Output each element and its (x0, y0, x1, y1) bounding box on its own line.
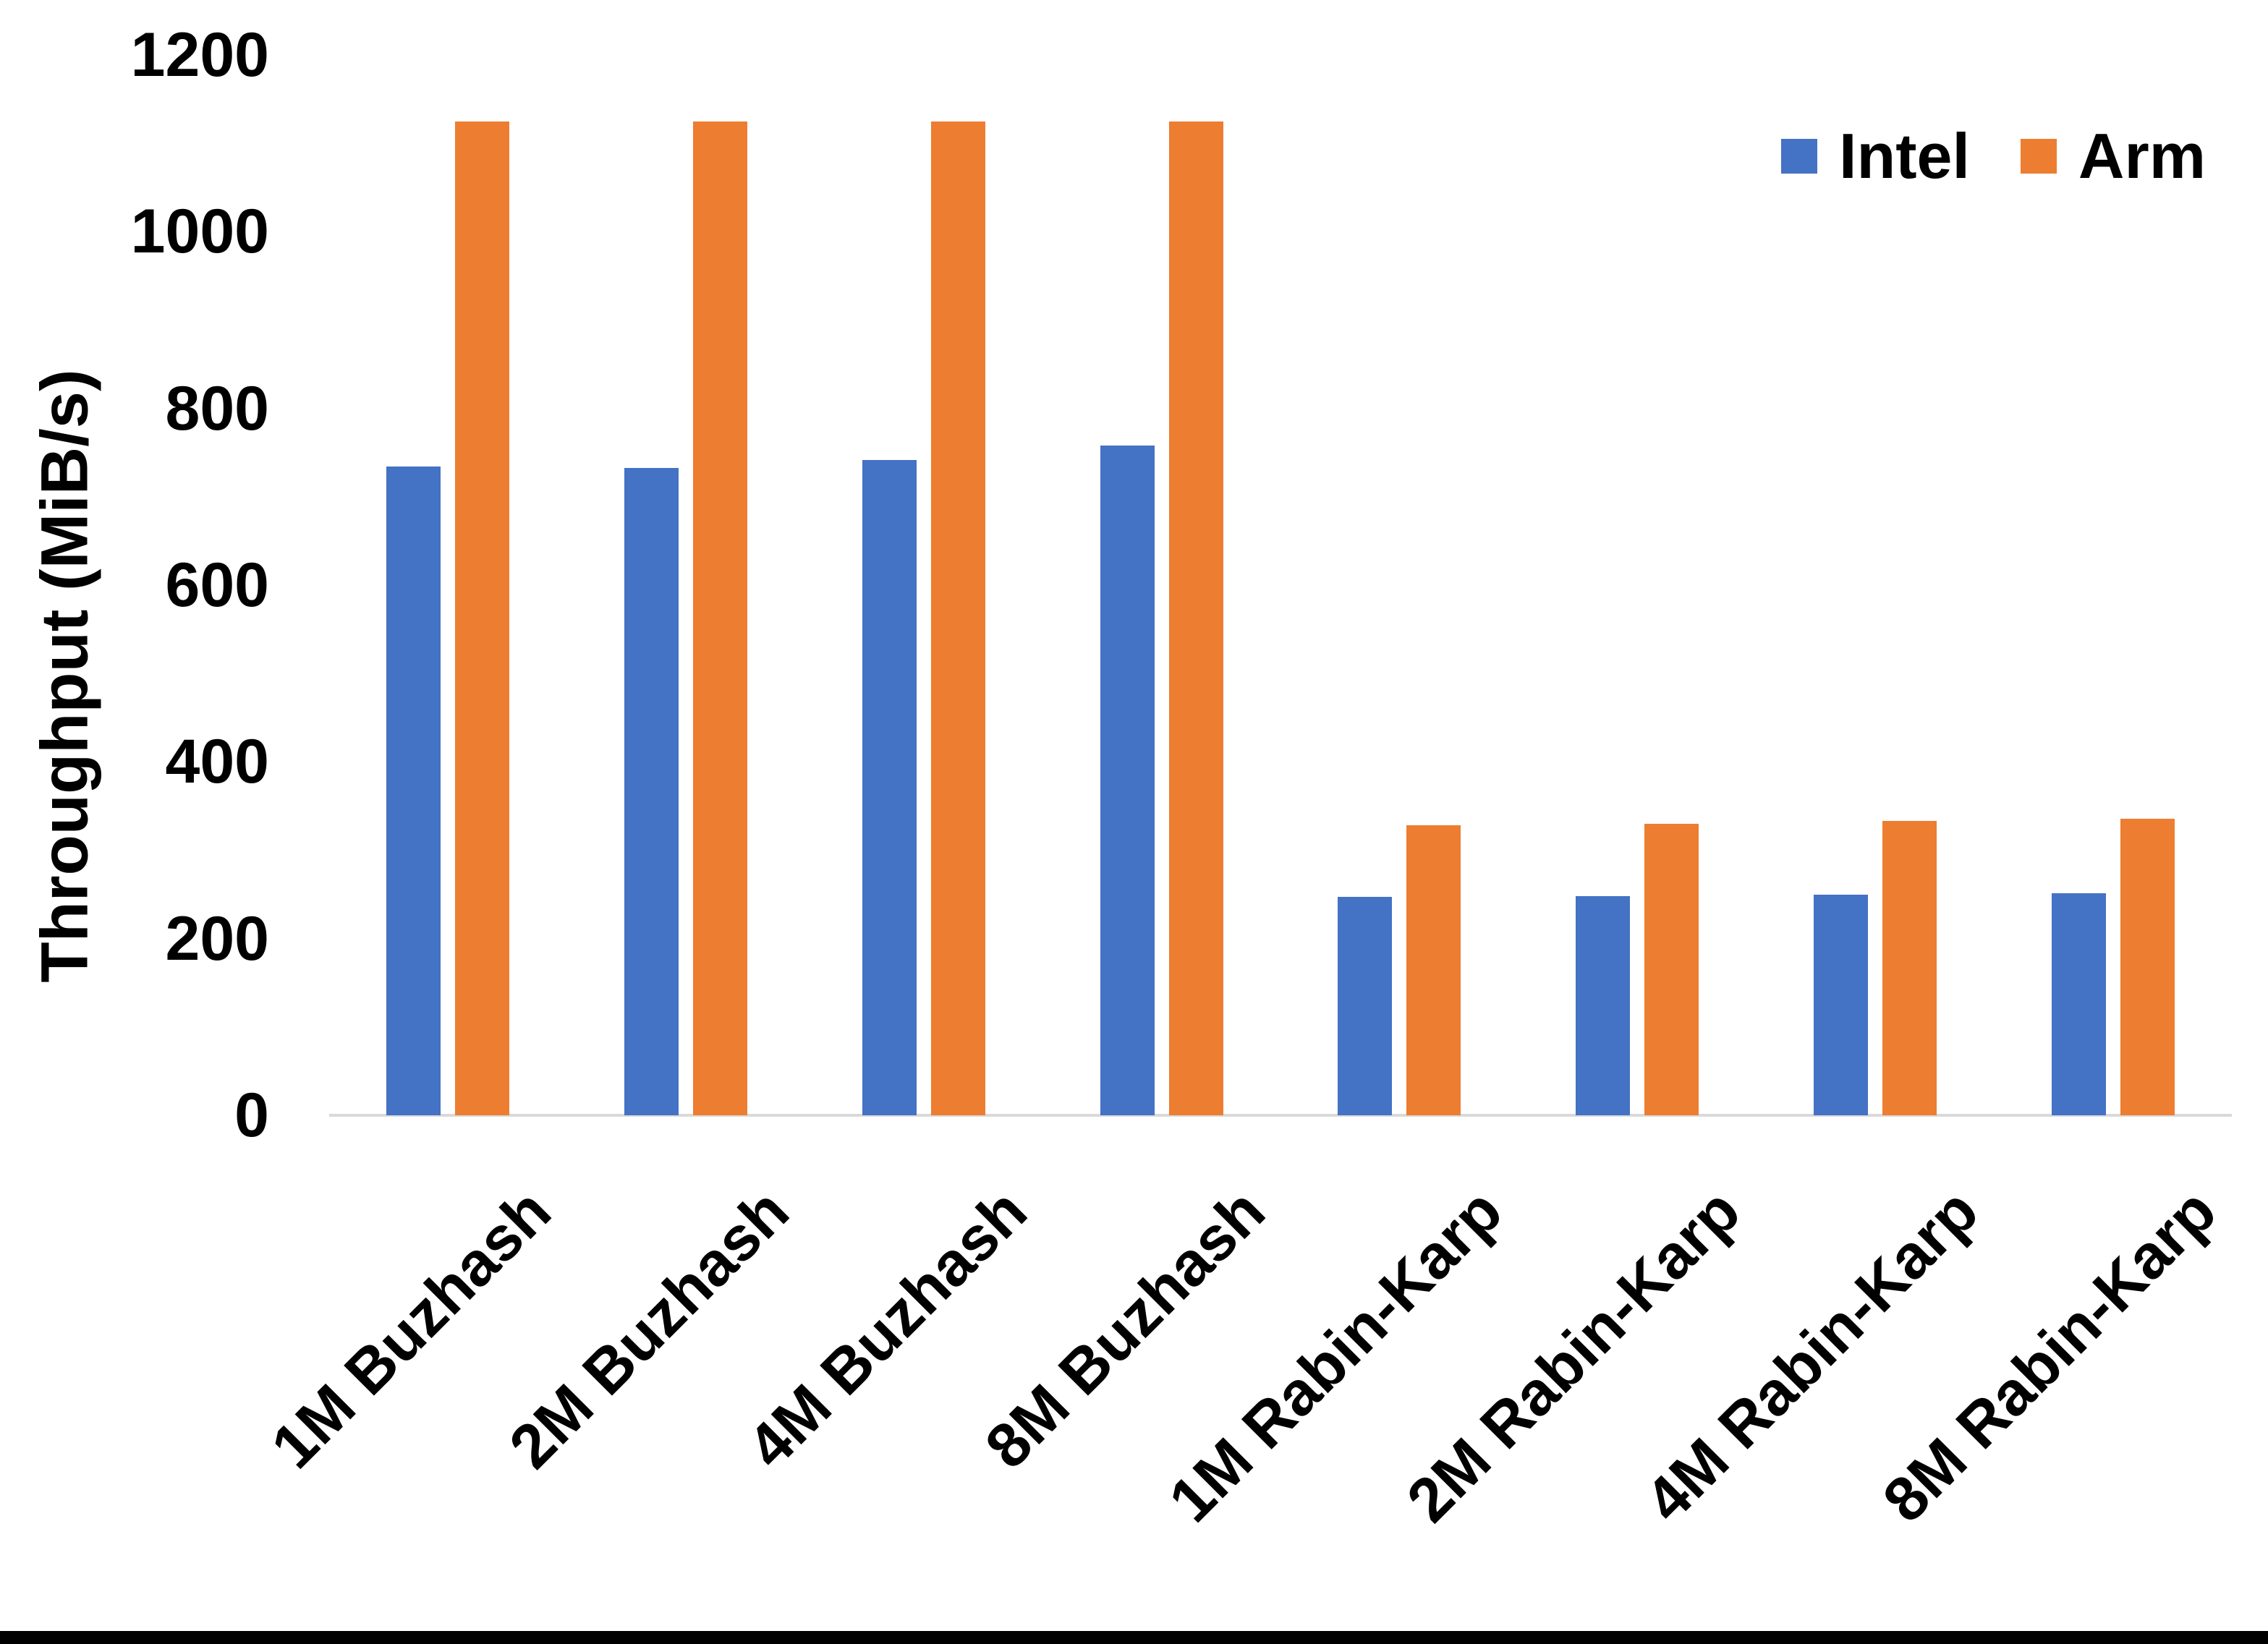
y-tick-label-0: 0 (234, 1081, 269, 1150)
bar-intel-2m-buzhash (624, 468, 679, 1115)
bottom-edge-bar (0, 1631, 2268, 1644)
chart-legend: Intel Arm (1781, 124, 2206, 188)
legend-item-intel: Intel (1781, 124, 1970, 188)
bar-arm-8m-buzhash (1169, 122, 1223, 1115)
y-tick-label-600: 600 (165, 550, 270, 620)
x-axis-line (329, 1114, 2232, 1117)
bar-intel-1m-buzhash (386, 467, 441, 1115)
x-category-label-2m-rabin-karp: 2M Rabin-Karp (1393, 1175, 1754, 1536)
x-category-label-8m-buzhash: 8M Buzhash (972, 1175, 1278, 1482)
legend-swatch-arm (2020, 139, 2057, 174)
x-category-label-2m-buzhash: 2M Buzhash (496, 1175, 802, 1482)
legend-label-arm: Arm (2078, 120, 2206, 192)
bar-arm-8m-rabin-karp (2120, 819, 2175, 1115)
x-category-label-1m-rabin-karp: 1M Rabin-Karp (1156, 1175, 1516, 1536)
bar-intel-8m-buzhash (1100, 446, 1155, 1115)
bar-arm-1m-rabin-karp (1406, 825, 1461, 1115)
y-tick-label-400: 400 (165, 727, 270, 797)
bar-arm-2m-rabin-karp (1644, 824, 1699, 1115)
x-category-label-1m-buzhash: 1M Buzhash (258, 1175, 565, 1482)
bar-intel-2m-rabin-karp (1576, 896, 1630, 1115)
x-category-label-4m-rabin-karp: 4M Rabin-Karp (1631, 1175, 1992, 1536)
bar-arm-2m-buzhash (693, 122, 747, 1115)
legend-label-intel: Intel (1839, 120, 1970, 192)
x-category-label-8m-rabin-karp: 8M Rabin-Karp (1869, 1175, 2230, 1536)
bar-intel-4m-buzhash (862, 460, 917, 1115)
legend-swatch-intel (1781, 139, 1817, 174)
y-tick-label-800: 800 (165, 373, 270, 443)
y-tick-label-200: 200 (165, 903, 270, 974)
bar-arm-4m-rabin-karp (1882, 821, 1937, 1115)
y-tick-label-1200: 1200 (130, 20, 269, 90)
bar-intel-8m-rabin-karp (2052, 893, 2106, 1115)
legend-item-arm: Arm (2020, 120, 2206, 192)
bar-arm-4m-buzhash (931, 122, 985, 1115)
bar-arm-1m-buzhash (455, 122, 509, 1115)
y-axis-title: Throughput (MiB/s) (27, 369, 102, 983)
x-category-label-4m-buzhash: 4M Buzhash (734, 1175, 1040, 1482)
bar-intel-4m-rabin-karp (1814, 895, 1868, 1115)
bar-intel-1m-rabin-karp (1338, 897, 1392, 1115)
y-tick-label-1000: 1000 (130, 197, 269, 267)
